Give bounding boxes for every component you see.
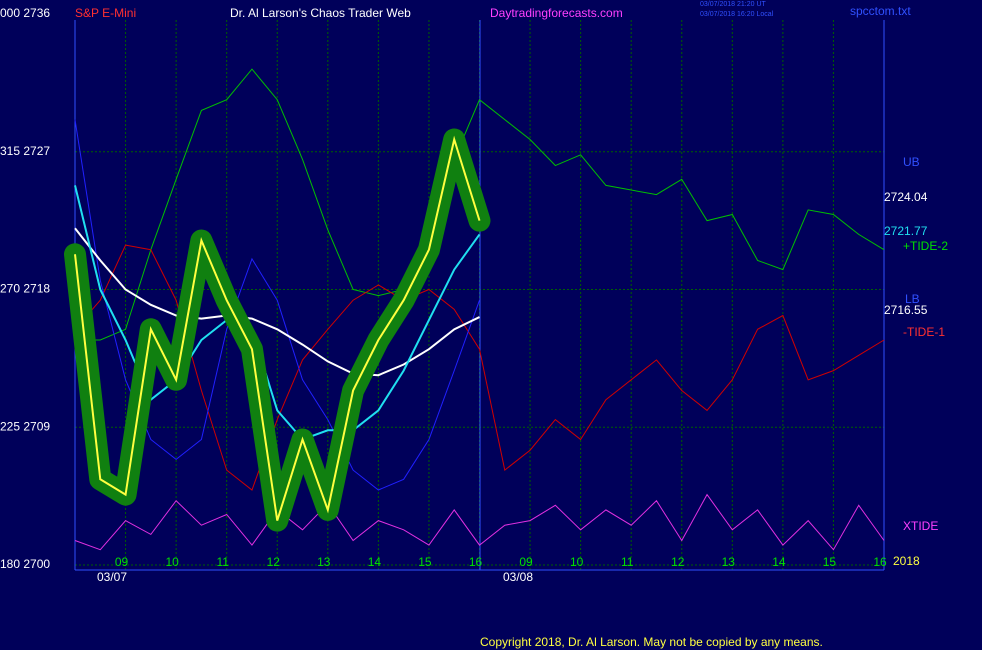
right-label: 2724.04 [884, 190, 928, 204]
top-left-label: 000 2736 [0, 6, 50, 20]
right-label: LB [905, 292, 920, 306]
time-ut: 03/07/2018 21:20 UT [700, 1, 766, 8]
y-tick-label: 225 2709 [0, 419, 50, 433]
time-local: 03/07/2018 16:20 Local [700, 11, 774, 18]
right-label: 2018 [893, 554, 920, 568]
x-tick-label: 14 [772, 555, 786, 569]
plot [64, 68, 885, 551]
right-label: UB [903, 155, 920, 169]
x-tick-label: 15 [823, 555, 837, 569]
right-label: XTIDE [903, 519, 938, 533]
x-tick-label: 16 [873, 555, 887, 569]
y-tick-label: 270 2718 [0, 282, 50, 296]
series-line [75, 68, 885, 341]
x-tick-label: 16 [469, 555, 483, 569]
right-label: 2716.55 [884, 303, 928, 317]
x-tick-label: 09 [519, 555, 533, 569]
series-line [74, 227, 480, 377]
x-tick-label: 13 [722, 555, 736, 569]
x-tick-label: 13 [317, 555, 331, 569]
right-label: +TIDE-2 [903, 239, 948, 253]
right-label: -TIDE-1 [903, 325, 945, 339]
date-label: 03/07 [97, 570, 127, 584]
x-tick-label: 11 [216, 555, 229, 569]
x-tick-label: 14 [368, 555, 382, 569]
y-tick-label: 315 2727 [0, 144, 50, 158]
x-tick-label: 09 [115, 555, 129, 569]
chart-title: Dr. Al Larson's Chaos Trader Web [230, 6, 411, 20]
right-label: 2721.77 [884, 224, 928, 238]
x-tick-label: 10 [570, 555, 584, 569]
series-line [74, 244, 885, 491]
y-tick-label: 180 2700 [0, 557, 50, 571]
date-label: 03/08 [503, 570, 533, 584]
x-tick-label: 11 [621, 555, 634, 569]
x-tick-label: 12 [671, 555, 685, 569]
x-tick-label: 10 [165, 555, 179, 569]
file-name: spcctom.txt [850, 4, 911, 18]
x-tick-label: 12 [267, 555, 281, 569]
symbol: S&P E-Mini [75, 6, 136, 20]
x-tick-label: 15 [418, 555, 432, 569]
copyright: Copyright 2018, Dr. Al Larson. May not b… [480, 635, 823, 649]
series-line [74, 135, 481, 521]
series-line [74, 493, 885, 551]
site: Daytradingforecasts.com [490, 6, 623, 20]
